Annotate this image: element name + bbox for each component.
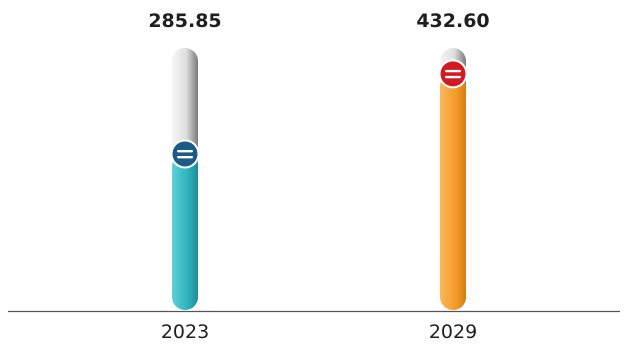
marker-2023 (170, 139, 200, 169)
bar-2023 (172, 153, 198, 310)
category-label-2029: 2029 (429, 321, 477, 343)
category-label-2023: 2023 (161, 321, 209, 343)
value-label-2029: 432.60 (416, 10, 489, 32)
bar-2029 (440, 73, 466, 310)
value-label-2023: 285.85 (148, 10, 221, 32)
marker-2029 (438, 59, 468, 89)
